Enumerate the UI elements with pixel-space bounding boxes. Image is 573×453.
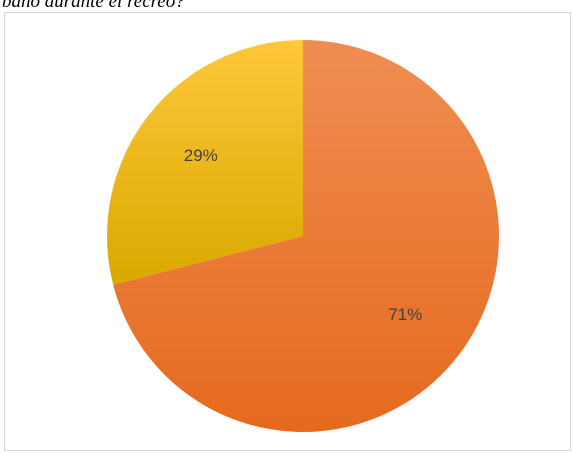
pie-slice-71pct — [113, 40, 499, 433]
pie-slice-29pct — [106, 40, 303, 285]
slice-label-71pct: 71% — [388, 305, 422, 324]
chart-caption: baño durante el recreo? — [2, 0, 185, 12]
slice-label-29pct: 29% — [184, 146, 218, 165]
